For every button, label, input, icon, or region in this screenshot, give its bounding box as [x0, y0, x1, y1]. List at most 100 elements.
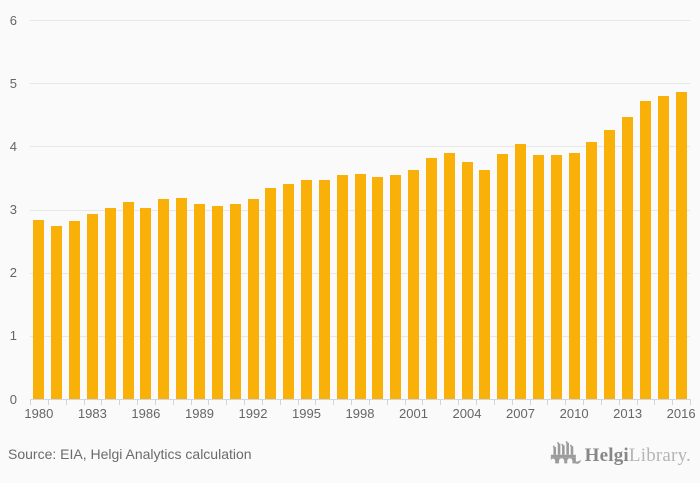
bar-1996[interactable] — [318, 179, 330, 400]
y-tick-label: 2 — [9, 265, 17, 281]
x-axis-tick — [279, 399, 281, 405]
x-axis-line — [30, 399, 691, 400]
bar-2009[interactable] — [550, 155, 562, 400]
bar-1988[interactable] — [176, 198, 188, 400]
x-tick-label-1980: 1980 — [24, 405, 54, 421]
bar-2014[interactable] — [639, 101, 651, 400]
bar-2008[interactable] — [532, 155, 544, 400]
x-axis-tick — [618, 399, 620, 405]
bar-1983[interactable] — [86, 214, 98, 400]
x-axis-tick — [672, 399, 674, 405]
x-axis-tick — [137, 399, 138, 405]
x-axis-tick — [475, 399, 477, 405]
helgilibrary-logo[interactable]: HelgiLibrary. — [550, 441, 691, 471]
bar-1994[interactable] — [283, 184, 295, 400]
x-axis-tick — [297, 399, 299, 405]
x-tick-label-1986: 1986 — [131, 405, 161, 421]
x-tick-label-1992: 1992 — [238, 405, 268, 421]
bar-1986[interactable] — [140, 208, 152, 400]
x-axis-tick — [493, 399, 495, 405]
bar-1991[interactable] — [229, 204, 241, 400]
x-tick-label-2010: 2010 — [559, 405, 589, 421]
x-axis-tick — [565, 399, 567, 405]
x-axis-tick — [690, 399, 691, 405]
x-axis-tick — [83, 399, 85, 405]
x-axis-tick — [47, 399, 49, 405]
bar-1981[interactable] — [51, 226, 63, 400]
bar-1999[interactable] — [372, 177, 384, 400]
helgi-bridge-icon — [550, 441, 581, 471]
bar-1989[interactable] — [194, 203, 205, 400]
x-tick-label-1995: 1995 — [292, 405, 321, 421]
bar-2007[interactable] — [515, 143, 526, 400]
x-axis-tick — [172, 399, 174, 405]
x-axis-tick — [440, 399, 442, 405]
bar-1980[interactable] — [33, 219, 45, 400]
x-axis-tick — [636, 399, 638, 405]
bar-2015[interactable] — [657, 96, 669, 400]
x-axis-tick — [261, 399, 263, 405]
bar-2013[interactable] — [622, 117, 634, 400]
bar-2000[interactable] — [390, 175, 402, 400]
x-axis-tick — [368, 399, 370, 405]
y-tick-label: 4 — [9, 138, 17, 154]
bar-2002[interactable] — [425, 158, 437, 400]
bar-2016[interactable] — [675, 91, 687, 400]
x-tick-label-2004: 2004 — [452, 405, 482, 421]
x-axis-tick — [583, 399, 584, 405]
plot-area: 0 1 2 3 4 5 6 1980 1983 1986 1989 1992 1995 1998 2001… — [9, 12, 696, 421]
bar-2003[interactable] — [443, 153, 455, 400]
x-axis-tick — [511, 399, 513, 405]
bar-1982[interactable] — [69, 220, 81, 400]
x-axis-tick — [422, 399, 424, 405]
gridline — [30, 146, 690, 148]
y-tick-label: 3 — [9, 202, 17, 217]
bar-2011[interactable] — [586, 142, 598, 400]
gridline — [30, 20, 690, 21]
logo-text-library: Library. — [628, 445, 691, 466]
bar-2005[interactable] — [479, 169, 491, 400]
x-tick-label-1998: 1998 — [345, 405, 375, 421]
bar-1990[interactable] — [211, 205, 223, 400]
x-axis-tick — [547, 399, 549, 405]
bar-2010[interactable] — [568, 153, 580, 400]
logo-wordmark: HelgiLibrary. — [585, 445, 691, 467]
x-axis-tick — [333, 399, 335, 405]
x-axis-tick — [244, 399, 246, 405]
chart-footer: Source: EIA, Helgi Analytics calculation — [0, 438, 700, 483]
bar-1997[interactable] — [336, 175, 348, 400]
bar-1993[interactable] — [265, 187, 277, 400]
bar-1984[interactable] — [104, 208, 116, 400]
logo-text-helgi: Helgi — [584, 445, 629, 466]
bar-1998[interactable] — [354, 174, 366, 400]
x-axis-tick — [600, 399, 602, 405]
bar-2006[interactable] — [497, 154, 509, 400]
bar-2012[interactable] — [604, 130, 616, 400]
x-axis-tick — [315, 399, 317, 405]
y-tick-label: 0 — [9, 391, 17, 407]
x-tick-label-2013: 2013 — [613, 405, 643, 421]
x-tick-label-2001: 2001 — [399, 405, 428, 421]
x-tick-label-1983: 1983 — [77, 405, 107, 421]
y-tick-label: 6 — [9, 12, 17, 28]
bar-2001[interactable] — [408, 170, 419, 400]
y-tick-label: 5 — [9, 75, 17, 91]
x-tick-label-2007: 2007 — [506, 405, 535, 421]
x-axis-tick — [386, 399, 388, 405]
bar-2004[interactable] — [461, 162, 473, 400]
x-axis-tick — [65, 399, 67, 405]
bar-1985[interactable] — [122, 201, 134, 400]
x-axis-tick — [154, 399, 156, 405]
x-axis-tick — [190, 399, 192, 405]
x-axis-tick — [30, 399, 31, 405]
x-axis-tick — [226, 399, 228, 405]
x-axis-tick — [119, 399, 121, 405]
x-axis-tick — [404, 399, 406, 405]
bar-1995[interactable] — [301, 179, 312, 400]
x-axis-tick — [101, 399, 103, 405]
x-tick-label-1989: 1989 — [185, 405, 214, 421]
bar-1992[interactable] — [247, 199, 259, 400]
bar-1987[interactable] — [158, 199, 170, 400]
source-note: Source: EIA, Helgi Analytics calculation — [8, 446, 252, 462]
